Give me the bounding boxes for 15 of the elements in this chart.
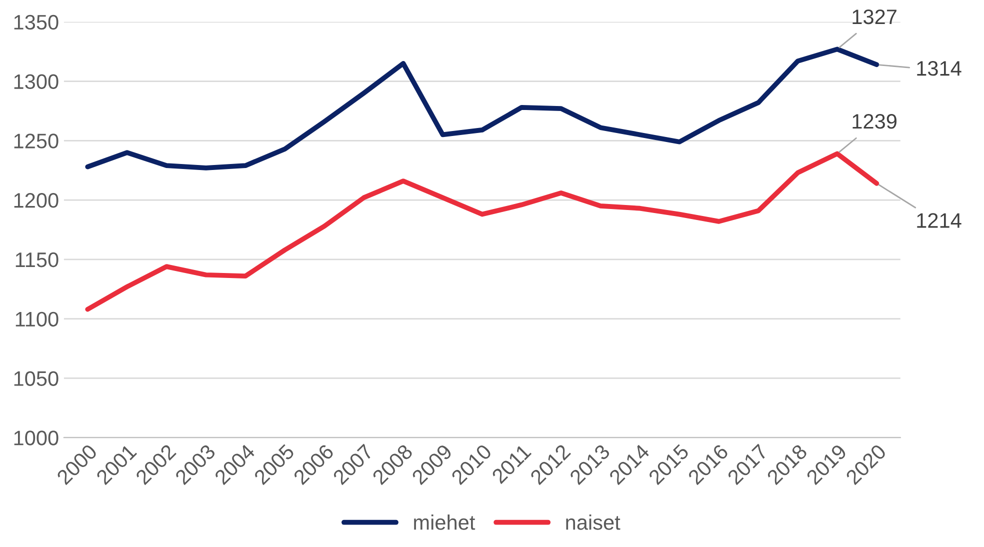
- y-tick-label: 1200: [14, 193, 58, 208]
- y-tick-label: 1150: [16, 252, 58, 268]
- annotation: 1214: [917, 213, 962, 228]
- y-tick-label: 1050: [14, 371, 58, 386]
- annotation: 1327: [852, 9, 896, 24]
- legend-label: miehet: [414, 514, 476, 530]
- y-tick-label: 1000: [14, 430, 58, 446]
- annotation: 1314: [917, 61, 962, 76]
- y-tick-label: 1350: [14, 14, 58, 30]
- y-tick-label: 1250: [14, 134, 58, 148]
- line-series: [85, 151, 880, 312]
- annotation: 1239: [852, 114, 896, 129]
- y-tick-label: 1300: [14, 74, 58, 90]
- legend-label: naiset: [566, 514, 620, 530]
- y-tick-label: 1100: [16, 312, 58, 327]
